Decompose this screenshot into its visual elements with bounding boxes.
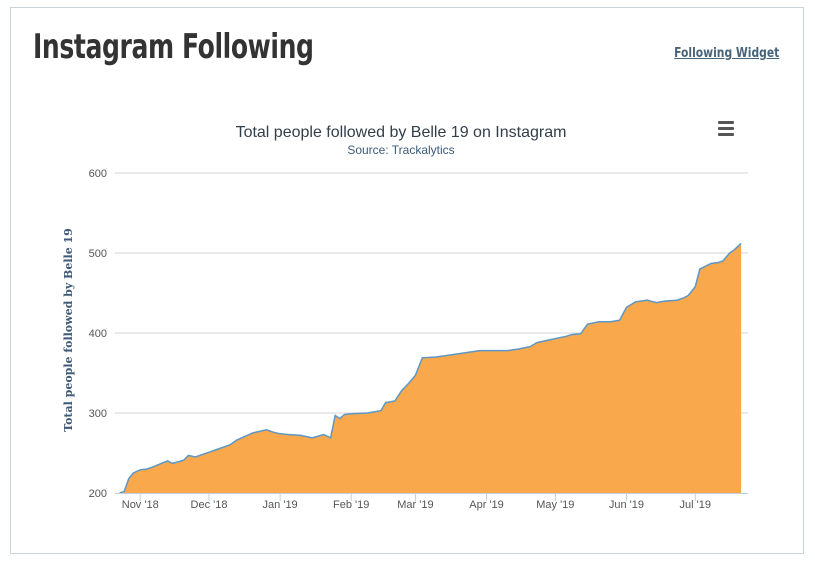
chart-subtitle: Source: Trackalytics (347, 143, 454, 157)
y-axis-label: Total people followed by Belle 19 (62, 228, 75, 432)
following-line (119, 242, 742, 494)
x-tick-label: Mar '19 (397, 499, 433, 511)
x-tick-label: Jun '19 (609, 499, 644, 511)
chart-title: Total people followed by Belle 19 on Ins… (236, 124, 567, 141)
x-axis-ticks: Nov '18 Dec '18 Jan '19 Feb '19 Mar '19 Apr '… (122, 493, 711, 511)
chart-menu-button[interactable] (715, 118, 737, 140)
y-tick-label: 600 (89, 168, 107, 180)
x-tick-label: Jan '19 (263, 499, 298, 511)
following-widget-link[interactable]: Following Widget (673, 46, 779, 61)
x-tick-label: Dec '18 (191, 499, 228, 511)
x-tick-label: Feb '19 (333, 499, 369, 511)
x-tick-label: May '19 (536, 499, 574, 511)
y-tick-label: 200 (89, 488, 107, 500)
y-tick-label: 300 (89, 408, 107, 420)
y-tick-label: 400 (89, 328, 107, 340)
following-area (119, 243, 742, 493)
x-tick-label: Nov '18 (122, 499, 159, 511)
x-tick-label: Apr '19 (469, 499, 504, 511)
y-tick-label: 500 (89, 248, 107, 260)
x-tick-label: Jul '19 (680, 499, 711, 511)
page-title: Instagram Following (33, 27, 314, 67)
y-axis-ticks: 200 300 400 500 600 (89, 168, 107, 500)
